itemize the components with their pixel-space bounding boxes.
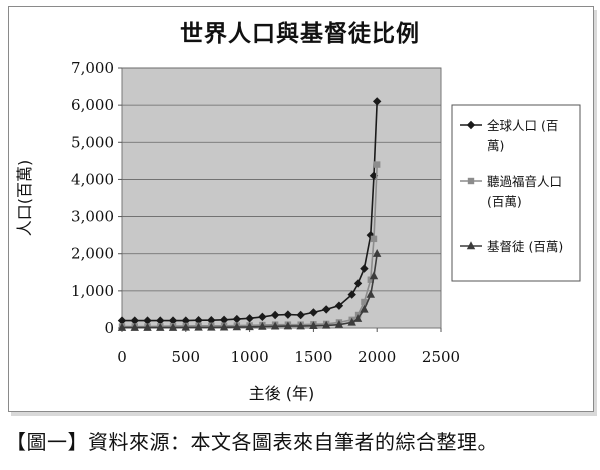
data-point-global-population — [270, 310, 280, 320]
y-tick-label: 3,000 — [71, 208, 114, 226]
y-axis-label: 人口(百萬) — [15, 160, 34, 237]
data-point-christians — [366, 289, 376, 298]
data-point-heard-gospel — [361, 298, 368, 306]
data-point-christians — [334, 319, 344, 328]
legend-label: (百萬) — [487, 194, 522, 209]
legend-box — [451, 104, 581, 282]
legend-marker-heard-gospel — [467, 177, 475, 185]
data-point-heard-gospel — [370, 235, 378, 243]
y-tick-label: 5,000 — [71, 133, 114, 151]
data-point-global-population — [168, 316, 178, 325]
x-tick-label: 0 — [117, 348, 127, 366]
data-point-global-population — [347, 290, 356, 299]
data-point-global-population — [219, 315, 229, 325]
data-point-global-population — [258, 312, 267, 322]
x-tick-label: 1000 — [231, 348, 269, 366]
y-tick-label: 2,000 — [71, 245, 114, 263]
data-point-global-population — [156, 316, 165, 325]
data-point-christians — [117, 322, 127, 331]
data-point-global-population — [245, 314, 254, 323]
data-point-global-population — [194, 316, 203, 325]
data-point-christians — [143, 322, 152, 331]
data-point-christians — [219, 322, 229, 331]
y-tick-label: 7,000 — [71, 59, 114, 77]
data-point-christians — [156, 322, 165, 331]
x-tick-label: 500 — [171, 348, 200, 366]
data-point-heard-gospel — [367, 276, 375, 283]
data-point-global-population — [232, 314, 242, 324]
data-point-global-population — [309, 308, 318, 317]
data-point-global-population — [360, 264, 369, 273]
data-point-christians — [245, 322, 254, 331]
data-point-christians — [296, 321, 305, 330]
legend-marker-global-population — [466, 120, 476, 130]
data-point-christians — [194, 322, 203, 331]
data-point-global-population — [143, 316, 152, 325]
data-point-christians — [347, 317, 356, 326]
plot-area — [121, 67, 442, 329]
data-point-christians — [270, 321, 280, 330]
data-point-global-population — [117, 316, 127, 325]
data-point-christians — [360, 304, 369, 313]
data-point-christians — [309, 321, 318, 329]
legend-label: 聽過福音人口 — [487, 174, 562, 189]
data-point-christians — [373, 249, 382, 257]
legend-marker-christians — [466, 241, 476, 250]
data-point-christians — [130, 322, 139, 331]
figure-caption: 【圖一】資料來源：本文各圖表來自筆者的綜合整理。 — [6, 430, 498, 454]
data-point-christians — [168, 322, 178, 331]
data-point-christians — [258, 321, 267, 330]
data-point-global-population — [353, 279, 363, 288]
x-tick-label: 2000 — [358, 348, 396, 366]
data-point-global-population — [334, 301, 344, 310]
y-tick-label: 0 — [104, 319, 114, 337]
data-point-global-population — [181, 316, 190, 325]
data-point-global-population — [130, 316, 139, 325]
x-axis-label: 主後 (年) — [249, 384, 315, 403]
data-point-global-population — [373, 97, 382, 106]
legend-label: 基督徒 (百萬) — [487, 239, 563, 254]
data-point-christians — [207, 322, 216, 331]
data-point-christians — [232, 322, 242, 331]
data-point-global-population — [207, 316, 216, 325]
legend-label: 萬) — [487, 138, 504, 153]
x-tick-label: 1500 — [294, 348, 332, 366]
data-point-global-population — [296, 310, 305, 320]
data-point-heard-gospel — [374, 161, 381, 168]
y-tick-label: 6,000 — [71, 96, 114, 114]
x-tick-label: 2500 — [422, 348, 460, 366]
data-point-christians — [181, 322, 190, 331]
data-point-christians — [369, 271, 379, 280]
data-point-global-population — [283, 310, 293, 319]
chart-title: 世界人口與基督徒比例 — [180, 21, 420, 47]
data-point-christians — [283, 321, 293, 330]
data-point-global-population — [321, 305, 331, 314]
y-tick-label: 4,000 — [71, 170, 114, 188]
data-point-christians — [353, 314, 363, 322]
data-point-christians — [321, 320, 331, 329]
chart-svg: 0 1,000 2,000 3,000 4,000 5,000 6,000 7,000 0 500… — [15, 59, 581, 403]
legend-label: 全球人口 (百 — [487, 118, 558, 133]
y-tick-label: 1,000 — [71, 282, 114, 300]
